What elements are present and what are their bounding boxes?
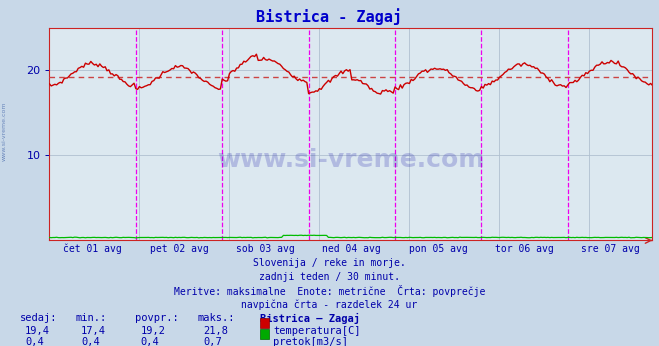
Text: ned 04 avg: ned 04 avg [322,244,381,254]
Text: 0,7: 0,7 [203,337,221,346]
Text: Slovenija / reke in morje.: Slovenija / reke in morje. [253,258,406,268]
Text: 19,2: 19,2 [140,326,165,336]
Text: sob 03 avg: sob 03 avg [236,244,295,254]
Text: tor 06 avg: tor 06 avg [495,244,554,254]
Text: Meritve: maksimalne  Enote: metrične  Črta: povprečje: Meritve: maksimalne Enote: metrične Črta… [174,285,485,298]
Text: maks.:: maks.: [198,313,235,323]
Text: 0,4: 0,4 [25,337,43,346]
Text: čet 01 avg: čet 01 avg [63,244,122,254]
Text: min.:: min.: [76,313,107,323]
Text: pet 02 avg: pet 02 avg [150,244,208,254]
Text: 19,4: 19,4 [25,326,50,336]
Text: pon 05 avg: pon 05 avg [409,244,468,254]
Text: 0,4: 0,4 [81,337,100,346]
Text: Bistrica – Zagaj: Bistrica – Zagaj [260,313,360,324]
Text: 0,4: 0,4 [140,337,159,346]
Text: zadnji teden / 30 minut.: zadnji teden / 30 minut. [259,272,400,282]
Text: 21,8: 21,8 [203,326,228,336]
Text: www.si-vreme.com: www.si-vreme.com [1,102,7,161]
Text: navpična črta - razdelek 24 ur: navpična črta - razdelek 24 ur [241,299,418,310]
Text: www.si-vreme.com: www.si-vreme.com [217,148,484,172]
Text: temperatura[C]: temperatura[C] [273,326,361,336]
Text: sedaj:: sedaj: [20,313,57,323]
Text: sre 07 avg: sre 07 avg [581,244,639,254]
Text: 17,4: 17,4 [81,326,106,336]
Text: Bistrica - Zagaj: Bistrica - Zagaj [256,9,403,26]
Text: povpr.:: povpr.: [135,313,179,323]
Text: pretok[m3/s]: pretok[m3/s] [273,337,349,346]
